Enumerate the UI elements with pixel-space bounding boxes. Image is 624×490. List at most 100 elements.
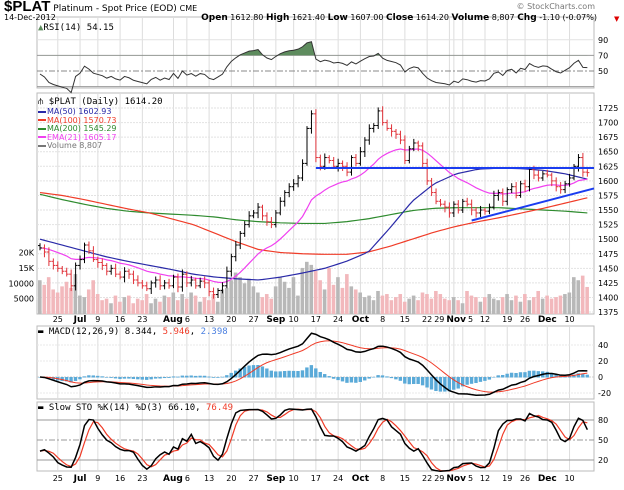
volume-bar [451, 297, 456, 314]
price-bar [273, 210, 278, 228]
macd-histogram-bar [256, 365, 260, 378]
price-bar [278, 197, 283, 216]
x-tick-label: Sep [266, 315, 286, 325]
price-bar [122, 267, 127, 283]
price-bar [429, 177, 434, 197]
price-bar [376, 107, 381, 129]
x-tick-label: 20 [226, 315, 236, 324]
close-label: Close [386, 13, 414, 23]
volume-bar [55, 292, 60, 314]
volume-bar [109, 303, 113, 314]
x-tick-label: 27 [249, 474, 259, 483]
volume-bar [554, 297, 558, 314]
x-tick-label: 23 [137, 315, 147, 324]
volume-bar [104, 298, 109, 314]
x-tick-label: Jul [73, 315, 87, 325]
macd-hist-value: 2.398 [200, 327, 228, 337]
macd-histogram-bar [158, 377, 162, 379]
price-bar [104, 263, 109, 276]
macd-histogram-bar [345, 377, 349, 383]
x-tick-label: 19 [502, 474, 512, 483]
x-tick-label: 19 [502, 315, 512, 324]
price-bar [500, 188, 505, 206]
x-tick-label: 29 [434, 474, 444, 483]
x-tick-label: Sep [266, 474, 286, 484]
macd-label-text: MACD(12,26,9) [48, 327, 120, 337]
macd-histogram-bar [572, 374, 576, 378]
macd-histogram-bar [269, 370, 273, 378]
macd-histogram-bar [460, 377, 465, 387]
price-tick-label: 1400 [598, 293, 618, 302]
macd-histogram-bar [420, 377, 425, 386]
price-bar [256, 203, 261, 219]
macd-histogram-bar [336, 377, 340, 381]
macd-histogram-bar [225, 375, 229, 378]
volume-bar [340, 287, 345, 314]
volume-bar [140, 300, 144, 314]
macd-histogram-bar [349, 377, 354, 383]
macd-histogram-bar [403, 377, 407, 384]
chart-title: $PLAT Platinum - Spot Price (EOD) CME [4, 0, 197, 14]
open-value: 1612.80 [230, 13, 264, 22]
volume-bar [51, 289, 55, 314]
price-bar [313, 109, 318, 163]
rsi-overbought-fill [40, 41, 588, 56]
volume-tick-label: 15K [19, 264, 35, 273]
macd-histogram-bar [358, 377, 362, 382]
macd-histogram-bar [483, 377, 487, 381]
price-bar [113, 263, 118, 278]
x-tick-label: 8 [380, 474, 385, 483]
price-bar [224, 266, 229, 289]
volume-bar [118, 301, 122, 314]
macd-histogram-bar [447, 377, 451, 392]
macd-histogram-bar [469, 377, 474, 384]
macd-histogram-bar [282, 371, 287, 378]
volume-bar [371, 300, 376, 314]
macd-histogram-bar [96, 375, 100, 378]
volume-bar [278, 277, 282, 314]
down-arrow-icon: ▼ [614, 15, 620, 23]
volume-bar [545, 295, 549, 314]
volume-bar [122, 297, 127, 314]
volume-bar [273, 286, 278, 314]
macd-histogram-bar [113, 377, 118, 379]
volume-bar [220, 289, 225, 314]
macd-histogram-bar [274, 371, 278, 378]
price-bar [51, 258, 56, 270]
sto-tick-label: 80 [598, 416, 608, 425]
macd-histogram-bar [389, 377, 394, 379]
x-tick-label: 13 [204, 315, 214, 324]
macd-histogram-bar [100, 376, 104, 378]
legend-label: EMA(21) 1605.17 [47, 132, 117, 142]
macd-line [39, 332, 588, 396]
macd-histogram-bar [505, 373, 509, 378]
x-tick-label: 24 [333, 474, 343, 483]
volume-bar [282, 281, 287, 314]
high-value: 1621.40 [291, 13, 326, 22]
volume-tick-label: 5000 [14, 295, 34, 304]
volume-bar [309, 264, 314, 314]
x-tick-label: 26 [520, 474, 530, 483]
price-bar [491, 190, 496, 210]
volume-bar [331, 284, 336, 314]
volume-bar [158, 301, 162, 314]
volume-bar [465, 290, 469, 314]
volume-bar [305, 261, 309, 314]
macd-histogram-bar [198, 375, 202, 378]
volume-label: Volume [451, 13, 490, 23]
volume-bar [100, 300, 104, 314]
price-tick-label: 1675 [598, 133, 618, 142]
price-tick-label: 1600 [598, 177, 618, 186]
volume-bar [189, 292, 193, 314]
price-bar [296, 175, 301, 188]
price-bar [64, 267, 69, 277]
price-bar [153, 276, 158, 288]
volume-bar [394, 297, 398, 314]
price-bar [127, 268, 131, 279]
price-bar [305, 126, 309, 166]
x-tick-label: 10 [564, 474, 574, 483]
macd-histogram-bar [185, 375, 189, 378]
macd-histogram-bar [323, 374, 327, 378]
volume-bar [523, 294, 527, 314]
